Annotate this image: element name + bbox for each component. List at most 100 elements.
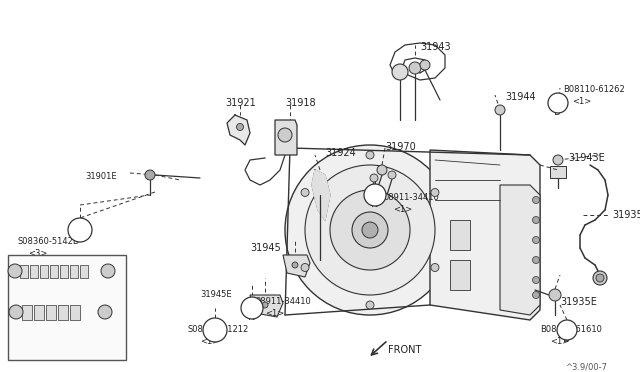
Text: B: B [563, 334, 570, 344]
Circle shape [593, 271, 607, 285]
Circle shape [330, 190, 410, 270]
Polygon shape [227, 115, 250, 145]
Circle shape [420, 60, 430, 70]
Circle shape [388, 171, 396, 179]
Text: 08911-34410: 08911-34410 [384, 193, 440, 202]
Circle shape [278, 128, 292, 142]
Polygon shape [60, 265, 68, 278]
Polygon shape [80, 265, 88, 278]
Text: 31944: 31944 [505, 92, 536, 102]
Circle shape [301, 263, 309, 272]
Polygon shape [70, 305, 80, 320]
Polygon shape [550, 166, 566, 178]
Text: B08160-61610: B08160-61610 [540, 325, 602, 334]
Circle shape [548, 93, 568, 113]
Polygon shape [430, 150, 540, 320]
Text: S08360-61212: S08360-61212 [188, 325, 249, 334]
Circle shape [68, 218, 92, 242]
Circle shape [98, 305, 112, 319]
Polygon shape [500, 185, 540, 315]
Text: N: N [248, 312, 255, 322]
Text: 31943: 31943 [420, 42, 451, 52]
Circle shape [241, 297, 263, 319]
Circle shape [364, 184, 386, 206]
Circle shape [366, 151, 374, 159]
Circle shape [431, 189, 439, 196]
Circle shape [145, 170, 155, 180]
Polygon shape [40, 265, 48, 278]
Polygon shape [275, 120, 297, 155]
Text: 31935E: 31935E [560, 297, 597, 307]
Circle shape [305, 165, 435, 295]
Text: <3>: <3> [28, 249, 47, 258]
Circle shape [495, 105, 505, 115]
Text: 31970: 31970 [385, 142, 416, 152]
Polygon shape [450, 260, 470, 290]
Circle shape [262, 302, 268, 308]
Circle shape [532, 257, 540, 263]
Polygon shape [70, 265, 78, 278]
Circle shape [352, 212, 388, 248]
Text: N: N [371, 199, 378, 209]
Text: S: S [211, 334, 217, 344]
Bar [8, 255, 126, 360]
Circle shape [392, 64, 408, 80]
Polygon shape [20, 265, 28, 278]
Text: ^3.9/00-7: ^3.9/00-7 [565, 362, 607, 371]
Circle shape [532, 292, 540, 298]
Circle shape [409, 62, 421, 74]
Polygon shape [250, 295, 283, 317]
Circle shape [596, 274, 604, 282]
Text: B08110-61262: B08110-61262 [563, 85, 625, 94]
Circle shape [366, 301, 374, 309]
Circle shape [557, 320, 577, 340]
Circle shape [8, 264, 22, 278]
Text: <1>: <1> [550, 337, 569, 346]
Text: 31918: 31918 [285, 98, 316, 108]
Polygon shape [34, 305, 44, 320]
Circle shape [532, 276, 540, 283]
Text: <1>: <1> [265, 309, 284, 318]
Circle shape [431, 263, 439, 272]
Text: 31901E: 31901E [85, 172, 116, 181]
Circle shape [362, 222, 378, 238]
Circle shape [549, 289, 561, 301]
Text: 31943E: 31943E [568, 153, 605, 163]
Text: 31935P: 31935P [22, 258, 59, 268]
Circle shape [532, 196, 540, 203]
Text: 31918F: 31918F [22, 298, 58, 308]
Text: S08360-5142D: S08360-5142D [18, 237, 81, 246]
Circle shape [532, 237, 540, 244]
Text: <1>: <1> [200, 337, 220, 346]
Polygon shape [450, 220, 470, 250]
Text: FRONT: FRONT [388, 345, 421, 355]
Circle shape [101, 264, 115, 278]
Polygon shape [22, 305, 32, 320]
Polygon shape [312, 170, 330, 220]
Circle shape [532, 217, 540, 224]
Text: 31945: 31945 [250, 243, 281, 253]
Text: B: B [554, 107, 561, 117]
Polygon shape [283, 255, 310, 277]
Circle shape [292, 262, 298, 268]
Polygon shape [30, 265, 38, 278]
Polygon shape [58, 305, 68, 320]
Circle shape [203, 318, 227, 342]
Text: S: S [76, 234, 82, 244]
Polygon shape [50, 265, 58, 278]
Polygon shape [46, 305, 56, 320]
Text: 31921: 31921 [225, 98, 256, 108]
Text: 08911-34410: 08911-34410 [255, 297, 311, 306]
Text: <1>: <1> [572, 97, 591, 106]
Circle shape [301, 189, 309, 196]
Circle shape [377, 165, 387, 175]
Text: 31924: 31924 [325, 148, 356, 158]
Text: <1>: <1> [393, 205, 412, 214]
Circle shape [553, 155, 563, 165]
Circle shape [9, 305, 23, 319]
Text: 31945E: 31945E [200, 290, 232, 299]
Circle shape [370, 174, 378, 182]
Circle shape [285, 145, 455, 315]
Text: 31935: 31935 [612, 210, 640, 220]
Circle shape [237, 124, 243, 131]
